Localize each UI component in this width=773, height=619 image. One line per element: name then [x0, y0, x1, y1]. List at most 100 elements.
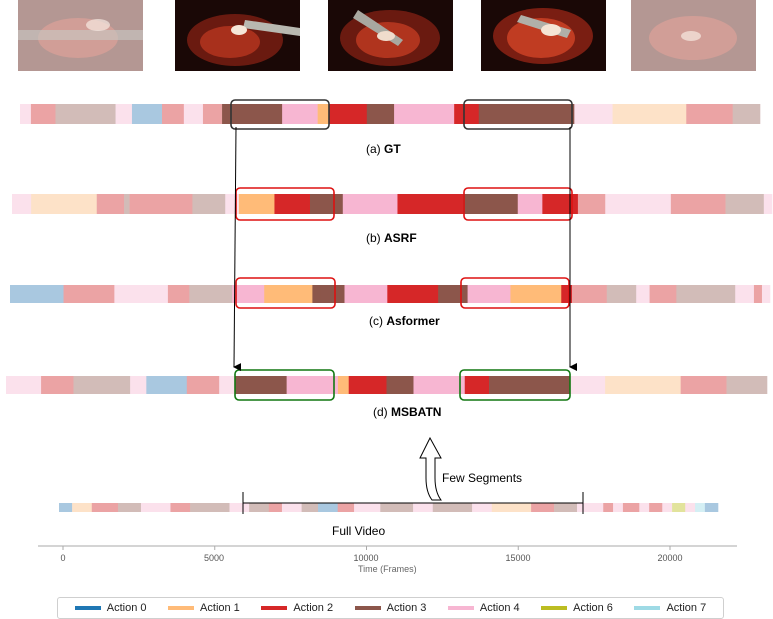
timeline-msbatn-segment	[41, 376, 74, 394]
timeline-asrf-segment	[309, 194, 344, 214]
tick-label: 5000	[203, 553, 225, 563]
legend-swatch	[354, 606, 381, 610]
timeline-asformer-segment	[467, 285, 511, 303]
timeline-msbatn-segment	[286, 376, 339, 394]
timeline-asrf-segment	[605, 194, 672, 214]
connector-arrow-left	[233, 126, 242, 372]
timeline-asrf-segment	[463, 194, 519, 214]
full-video-segment	[613, 503, 624, 512]
asrf-right-frame	[463, 187, 573, 221]
full-video-segment	[170, 503, 191, 512]
timeline-asrf-segment	[124, 194, 130, 214]
timeline-asrf-segment	[342, 194, 398, 214]
timeline-msbatn-segment	[605, 376, 681, 394]
timeline-gt-segment	[222, 104, 283, 124]
timeline-asformer-segment	[167, 285, 190, 303]
few-segments-label: Few Segments	[442, 471, 523, 485]
full-video-segment	[695, 503, 706, 512]
timeline-asformer-segment	[320, 285, 345, 303]
timeline-asformer-segment	[232, 285, 265, 303]
full-video-segment	[413, 503, 434, 512]
full-video-segment	[249, 503, 270, 512]
timeline-asformer-segment	[114, 285, 169, 303]
tick-label: 10000	[353, 553, 379, 563]
timeline-gt-segment	[161, 104, 185, 124]
full-video-segment	[704, 503, 719, 512]
legend-swatch	[447, 606, 474, 610]
timeline-gt-segment	[183, 104, 204, 124]
full-video-segment	[72, 503, 93, 512]
full-video-segment	[118, 503, 142, 512]
timeline-asformer-segment	[571, 285, 608, 303]
tick-label: 20000	[657, 553, 683, 563]
full-video-segment	[190, 503, 230, 512]
timeline-gt-segment	[612, 104, 687, 124]
timeline-msbatn-segment	[186, 376, 220, 394]
legend-item: Action 0	[74, 602, 147, 614]
timeline-msbatn-segment	[337, 376, 350, 394]
full-video-segment	[649, 503, 663, 512]
timeline-gt-segment	[202, 104, 223, 124]
legend-item: Action 2	[261, 602, 333, 614]
x-axis-title: Time (Frames)	[358, 564, 417, 574]
full-video-segment	[685, 503, 696, 512]
timeline-asformer-segment	[344, 285, 388, 303]
timeline-asrf-segment	[238, 194, 275, 214]
gt-right-frame	[463, 99, 573, 130]
timeline-gt-segment	[478, 104, 575, 124]
full-video-bracket	[242, 492, 584, 514]
legend-swatch	[634, 606, 661, 610]
timeline-asformer-segment	[10, 285, 64, 303]
timeline-gt-segment	[317, 104, 329, 124]
full-video-segment	[301, 503, 319, 512]
timeline-gt-segment	[115, 104, 133, 124]
timeline-asrf-segment	[517, 194, 543, 214]
timeline-asrf-segment	[96, 194, 125, 214]
timeline-gt-segment	[20, 104, 32, 124]
legend-item: Action 1	[168, 602, 240, 614]
row-label-gt: (a) GT	[366, 142, 401, 156]
legend-item: Action 4	[447, 602, 520, 614]
video-frame-2	[175, 0, 300, 71]
full-video-segment	[531, 503, 555, 512]
video-frame-5	[631, 0, 756, 71]
timeline-asformer-segment	[63, 285, 115, 303]
timeline-msbatn-segment	[6, 376, 42, 394]
full-video-segment	[354, 503, 381, 512]
timeline-asformer-segment	[606, 285, 637, 303]
timeline-msbatn-segment	[130, 376, 147, 394]
legend-item: Action 3	[354, 602, 426, 614]
timeline-gt-segment	[55, 104, 116, 124]
full-video-segment	[472, 503, 493, 512]
full-video-segment	[622, 503, 640, 512]
tick-label: 0	[60, 553, 66, 563]
timeline-asformer-segment	[753, 285, 763, 303]
timeline-asrf-segment	[12, 194, 32, 214]
timeline-asrf-segment	[274, 194, 311, 214]
timeline-msbatn-segment	[726, 376, 768, 394]
timeline-msbatn-segment	[235, 376, 287, 394]
timeline-asformer-segment	[676, 285, 736, 303]
legend-swatch	[168, 606, 195, 610]
few-segments-arrow	[419, 436, 442, 501]
row-label-asformer: (c) Asformer	[369, 314, 440, 328]
legend-swatch	[541, 606, 568, 610]
timeline-msbatn-segment	[570, 376, 606, 394]
timeline-asformer-segment	[189, 285, 233, 303]
timeline-asrf-segment	[192, 194, 226, 214]
video-frame-1	[18, 0, 143, 71]
asformer-right-frame	[460, 277, 570, 309]
msbatn-left-frame	[234, 369, 335, 401]
timeline-gt-segment	[394, 104, 455, 124]
row-label-asrf: (b) ASRF	[366, 231, 417, 245]
timeline-asrf-segment	[225, 194, 240, 214]
full-video-segment	[662, 503, 673, 512]
full-video-segment	[672, 503, 686, 512]
full-video-segment	[639, 503, 650, 512]
timeline-asformer-segment	[264, 285, 313, 303]
timeline-msbatn-segment	[386, 376, 414, 394]
full-video-segment	[577, 503, 604, 512]
timeline-gt-segment	[454, 104, 480, 124]
timeline-gt-segment	[282, 104, 318, 124]
